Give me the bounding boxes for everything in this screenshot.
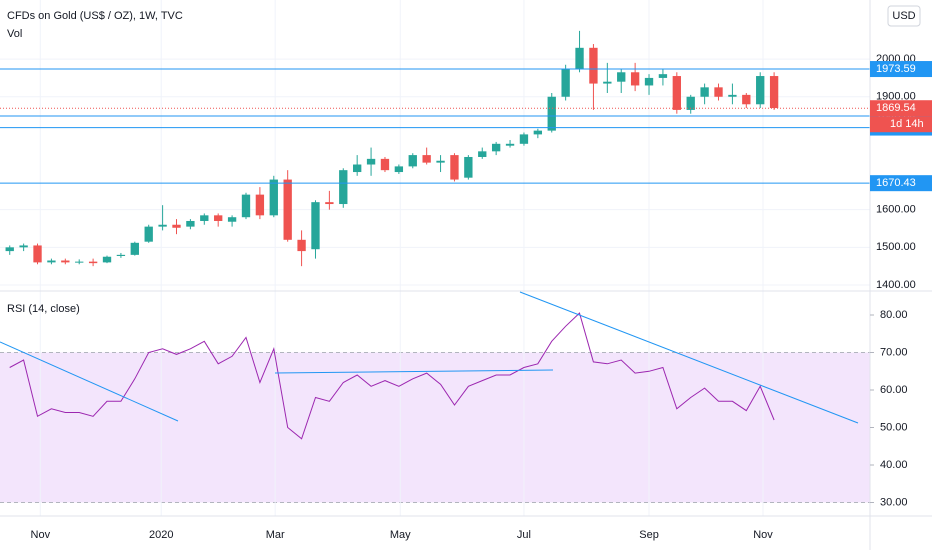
y-tick-label: 60.00 <box>880 384 908 396</box>
trend-line <box>274 369 554 374</box>
x-tick-label: 2020 <box>149 529 173 541</box>
candle-body <box>728 94 737 97</box>
trend-line <box>519 291 859 424</box>
candle-body <box>450 155 459 180</box>
rsi-line <box>9 312 775 440</box>
candle-body <box>672 76 681 110</box>
candle-body <box>158 224 167 227</box>
candle-body <box>353 164 362 173</box>
candle-body <box>742 94 751 105</box>
volume-label: Vol <box>7 28 22 40</box>
price-label: 1869.54 <box>876 102 916 114</box>
candle-body <box>478 151 487 157</box>
candle-body <box>19 245 28 248</box>
candle-body <box>394 166 404 173</box>
y-tick-label: 1900.00 <box>876 91 916 103</box>
candle-body <box>47 260 56 263</box>
y-tick-label: 40.00 <box>880 459 908 471</box>
y-tick-label: 80.00 <box>880 309 908 321</box>
x-tick-label: Nov <box>31 529 51 541</box>
candle-body <box>75 261 84 263</box>
candle-body <box>408 155 417 167</box>
candle-body <box>88 261 98 264</box>
candle-body <box>603 81 612 84</box>
candle-body <box>366 158 376 165</box>
price-label-box <box>870 100 932 117</box>
candle-body <box>380 158 390 171</box>
candle-body <box>144 226 153 242</box>
candle-body <box>297 239 306 252</box>
x-tick-label: Sep <box>639 529 659 541</box>
candle-body <box>714 87 723 97</box>
trend-line <box>0 341 179 422</box>
currency-button[interactable] <box>887 5 921 27</box>
candle-body <box>575 47 584 69</box>
grid <box>0 0 870 516</box>
price-label: 1973.59 <box>876 63 916 75</box>
currency-label: USD <box>892 10 915 22</box>
candle-body <box>130 242 139 255</box>
candle-body <box>214 215 223 221</box>
candle-body <box>464 156 473 178</box>
y-tick-label: 50.00 <box>880 421 908 433</box>
candle-body <box>491 143 501 152</box>
candle-body <box>505 143 515 146</box>
candle-body <box>5 247 14 252</box>
y-tick-label: 1500.00 <box>876 241 916 253</box>
candle-body <box>102 256 112 263</box>
candle-body <box>339 170 348 205</box>
rsi-band <box>0 352 870 503</box>
candle-body <box>658 74 668 78</box>
chart-title: CFDs on Gold (US$ / OZ), 1W, TVC <box>7 10 183 22</box>
candle-body <box>116 254 126 256</box>
candle-body <box>686 96 695 110</box>
candle-body <box>255 194 265 216</box>
x-tick-label: Jul <box>517 529 531 541</box>
candle-body <box>561 68 570 97</box>
countdown-label: 1d 14h <box>890 118 924 130</box>
candle-body <box>644 77 654 86</box>
candle-body <box>33 245 42 263</box>
candle-body <box>325 202 334 205</box>
candle-body <box>547 96 556 131</box>
x-tick-label: Mar <box>266 529 285 541</box>
candle-body <box>422 155 431 163</box>
candle-body <box>172 224 181 228</box>
candle-body <box>311 202 320 250</box>
plot <box>0 30 870 440</box>
candle-body <box>700 87 709 97</box>
countdown-box <box>870 116 932 133</box>
price-label-box <box>870 61 932 78</box>
price-label-box <box>870 175 932 192</box>
candle-body <box>589 47 598 84</box>
candle-body <box>769 76 779 109</box>
candle-body <box>519 134 529 144</box>
y-tick-label: 70.00 <box>880 346 908 358</box>
x-tick-label: May <box>390 529 411 541</box>
rsi-title: RSI (14, close) <box>7 303 80 315</box>
y-tick-label: 1600.00 <box>876 204 916 216</box>
price-label: 1670.43 <box>876 177 916 189</box>
candle-body <box>186 220 195 227</box>
candle-body <box>533 130 543 135</box>
candle-body <box>269 179 278 216</box>
candle-body <box>436 160 445 163</box>
x-tick-label: Nov <box>753 529 773 541</box>
candle-body <box>283 179 292 240</box>
y-tick-label: 30.00 <box>880 496 908 508</box>
candle-body <box>61 260 70 263</box>
candle-body <box>630 72 640 86</box>
candle-body <box>200 215 209 221</box>
candle-body <box>241 194 251 218</box>
candle-body <box>227 217 237 222</box>
axis: 1400.001500.001600.001900.002000.001973.… <box>31 53 932 541</box>
candle-body <box>617 72 626 82</box>
candle-body <box>756 76 765 105</box>
y-tick-label: 1400.00 <box>876 279 916 291</box>
